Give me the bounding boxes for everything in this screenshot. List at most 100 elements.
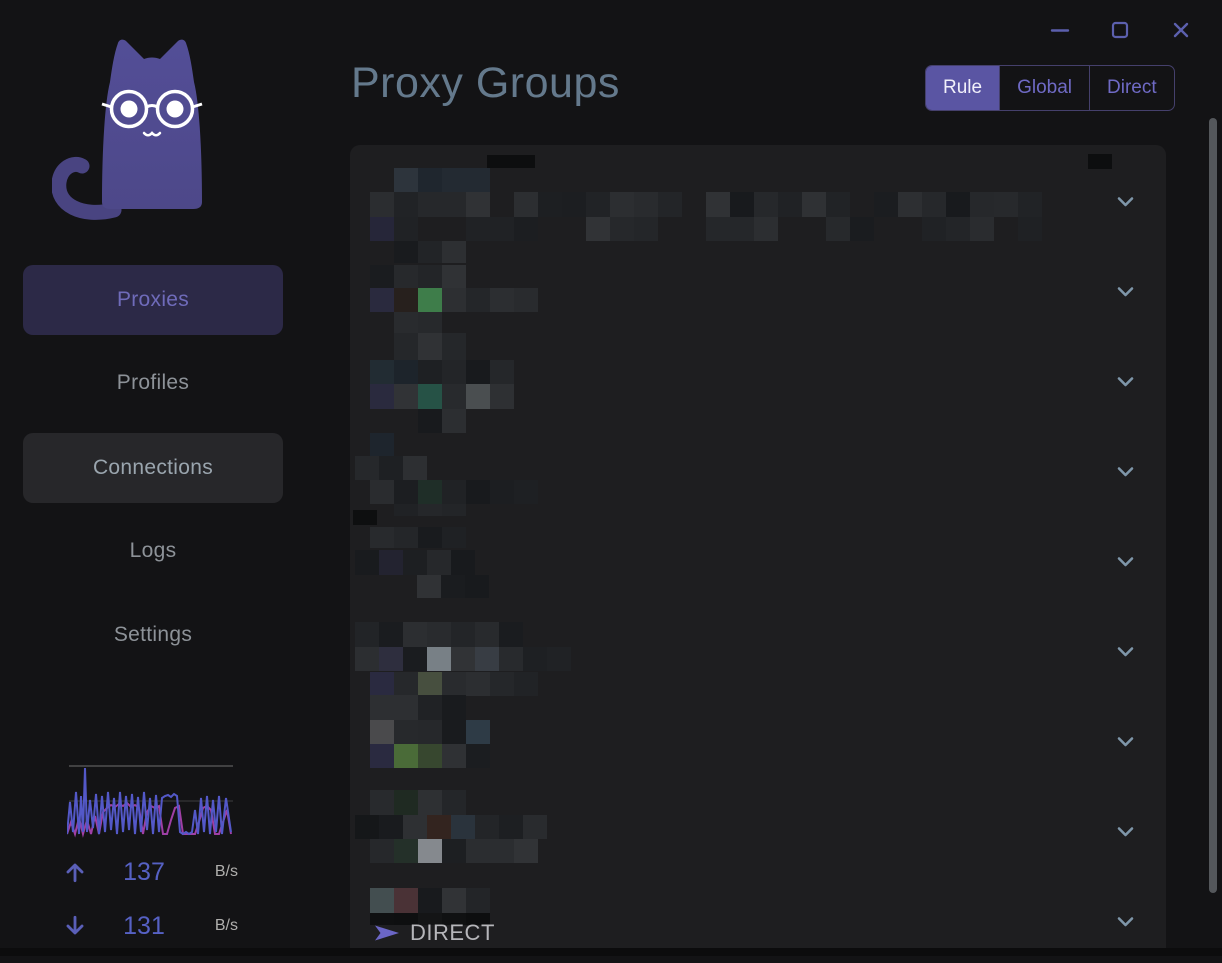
redaction-block: [634, 217, 658, 241]
redaction-block: [466, 360, 490, 384]
proxy-node-direct[interactable]: DIRECT: [374, 920, 495, 946]
proxy-group-row[interactable]: [350, 513, 1166, 603]
redaction-block: [490, 384, 514, 409]
redaction-block: [394, 192, 418, 217]
chevron-down-icon[interactable]: [1112, 908, 1139, 935]
redaction-block: [370, 480, 394, 504]
redaction-block: [418, 333, 442, 360]
redaction-block: [394, 384, 418, 409]
redaction-block: [394, 333, 418, 360]
redaction-block: [499, 647, 523, 671]
redaction-block: [355, 815, 379, 839]
redaction-block: [586, 217, 610, 241]
redaction-block: [442, 168, 466, 192]
upload-arrow-icon: [66, 863, 84, 883]
redaction-block: [418, 409, 442, 433]
proxy-group-row[interactable]: [350, 423, 1166, 513]
redaction-block: [417, 575, 441, 598]
redaction-block: [730, 217, 754, 241]
redaction-block: [730, 192, 754, 217]
redaction-block: [418, 695, 442, 720]
mode-button-rule[interactable]: Rule: [926, 66, 1000, 110]
redaction-block: [802, 192, 826, 217]
chevron-down-icon[interactable]: [1112, 818, 1139, 845]
redaction-block: [370, 192, 394, 217]
redaction-block: [466, 192, 490, 217]
maximize-button[interactable]: [1100, 11, 1140, 49]
redaction-block: [970, 217, 994, 241]
proxy-group-row[interactable]: [350, 243, 1166, 333]
redaction-block: [466, 288, 490, 312]
redaction-block: [403, 647, 427, 671]
proxy-group-row[interactable]: [350, 873, 1166, 963]
redaction-block: [394, 168, 418, 192]
redaction-block: [418, 265, 442, 289]
download-unit: B/s: [214, 917, 238, 934]
redaction-block: [427, 550, 451, 575]
download-arrow-icon: [66, 915, 84, 935]
mode-button-direct[interactable]: Direct: [1089, 66, 1174, 110]
redaction-block: [379, 647, 403, 671]
redaction-block: [370, 265, 394, 289]
mode-button-global[interactable]: Global: [999, 66, 1089, 110]
sidebar-item-logs[interactable]: Logs: [23, 516, 283, 586]
chevron-down-icon[interactable]: [1112, 638, 1139, 665]
redaction-block: [523, 815, 547, 839]
redaction-block: [610, 192, 634, 217]
upload-unit: B/s: [214, 863, 238, 880]
chevron-down-icon[interactable]: [1112, 548, 1139, 575]
proxy-group-row[interactable]: [350, 333, 1166, 423]
redaction-block: [946, 217, 970, 241]
redaction-block: [466, 480, 490, 504]
redaction-block: [442, 360, 466, 384]
redaction-block: [394, 913, 418, 925]
upload-value: 137: [123, 857, 165, 886]
redaction-block: [355, 622, 379, 647]
close-button[interactable]: [1161, 11, 1201, 49]
redaction-block: [922, 217, 946, 241]
traffic-graph: [67, 765, 233, 838]
redaction-block: [826, 217, 850, 241]
chevron-down-icon[interactable]: [1112, 458, 1139, 485]
redaction-block: [394, 888, 418, 913]
cat-tail: [51, 156, 122, 220]
close-icon: [1173, 22, 1189, 38]
redaction-block: [442, 527, 466, 548]
redaction-block: [466, 888, 490, 913]
redaction-block: [754, 217, 778, 241]
redaction-block: [418, 480, 442, 504]
redaction-block: [403, 550, 427, 575]
proxy-group-row[interactable]: [350, 603, 1166, 693]
redaction-block: [418, 312, 442, 336]
redaction-block: [523, 647, 547, 671]
sidebar-item-label: Settings: [113, 623, 193, 646]
proxy-group-row[interactable]: [350, 153, 1166, 243]
redaction-block: [394, 241, 418, 263]
redaction-block: [442, 888, 466, 913]
chevron-down-icon[interactable]: [1112, 368, 1139, 395]
redaction-block: [370, 790, 394, 815]
sidebar-item-profiles[interactable]: Profiles: [23, 348, 283, 418]
sidebar-item-settings[interactable]: Settings: [23, 600, 283, 670]
scrollbar-thumb[interactable]: [1209, 118, 1217, 893]
chevron-down-icon[interactable]: [1112, 728, 1139, 755]
sidebar-item-label: Logs: [129, 539, 177, 562]
redaction-block: [427, 647, 451, 671]
redaction-block: [490, 217, 514, 241]
sidebar-item-proxies[interactable]: Proxies: [23, 265, 283, 335]
sidebar-item-connections[interactable]: Connections: [23, 433, 283, 503]
minimize-button[interactable]: [1040, 11, 1080, 49]
sidebar-item-label: Connections: [92, 456, 214, 479]
redaction-block: [418, 192, 442, 217]
redaction-block: [538, 192, 562, 217]
chevron-down-icon[interactable]: [1112, 278, 1139, 305]
redaction-block: [658, 192, 682, 217]
redaction-block: [442, 480, 466, 504]
proxy-group-row[interactable]: [350, 783, 1166, 873]
redaction-block: [475, 815, 499, 839]
redaction-block: [475, 647, 499, 671]
redaction-block: [379, 622, 403, 647]
chevron-down-icon[interactable]: [1112, 188, 1139, 215]
proxy-group-row[interactable]: [350, 693, 1166, 783]
redaction-block: [370, 384, 394, 409]
